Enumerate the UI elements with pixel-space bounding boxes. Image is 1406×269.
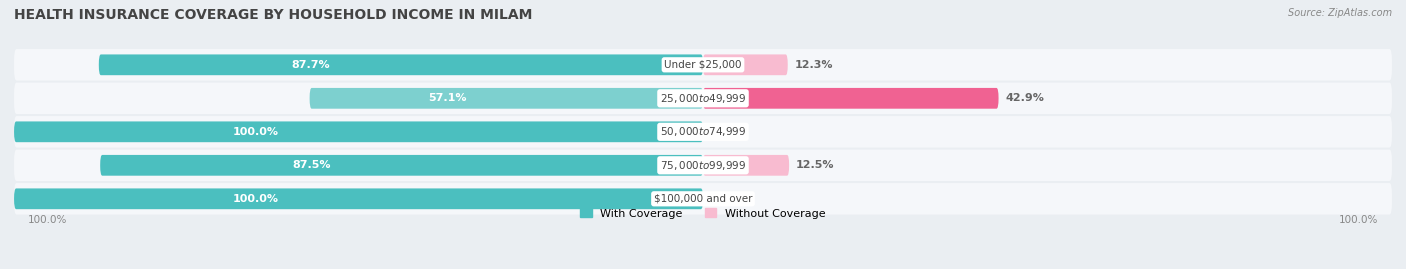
FancyBboxPatch shape bbox=[14, 83, 1392, 114]
Text: 87.5%: 87.5% bbox=[292, 160, 330, 170]
Text: HEALTH INSURANCE COVERAGE BY HOUSEHOLD INCOME IN MILAM: HEALTH INSURANCE COVERAGE BY HOUSEHOLD I… bbox=[14, 8, 533, 22]
FancyBboxPatch shape bbox=[703, 155, 789, 176]
FancyBboxPatch shape bbox=[703, 88, 998, 109]
Text: $75,000 to $99,999: $75,000 to $99,999 bbox=[659, 159, 747, 172]
Text: 12.3%: 12.3% bbox=[794, 60, 834, 70]
Text: $25,000 to $49,999: $25,000 to $49,999 bbox=[659, 92, 747, 105]
Text: $100,000 and over: $100,000 and over bbox=[654, 194, 752, 204]
FancyBboxPatch shape bbox=[100, 155, 703, 176]
FancyBboxPatch shape bbox=[14, 49, 1392, 80]
FancyBboxPatch shape bbox=[14, 188, 703, 209]
Text: Under $25,000: Under $25,000 bbox=[664, 60, 742, 70]
Text: 12.5%: 12.5% bbox=[796, 160, 835, 170]
Text: 0.0%: 0.0% bbox=[717, 127, 748, 137]
FancyBboxPatch shape bbox=[14, 150, 1392, 181]
FancyBboxPatch shape bbox=[703, 54, 787, 75]
Text: Source: ZipAtlas.com: Source: ZipAtlas.com bbox=[1288, 8, 1392, 18]
Text: 87.7%: 87.7% bbox=[291, 60, 329, 70]
Text: $50,000 to $74,999: $50,000 to $74,999 bbox=[659, 125, 747, 138]
Text: 42.9%: 42.9% bbox=[1005, 93, 1045, 103]
FancyBboxPatch shape bbox=[309, 88, 703, 109]
Text: 57.1%: 57.1% bbox=[427, 93, 467, 103]
Legend: With Coverage, Without Coverage: With Coverage, Without Coverage bbox=[581, 208, 825, 219]
Text: 0.0%: 0.0% bbox=[717, 194, 748, 204]
FancyBboxPatch shape bbox=[14, 116, 1392, 148]
FancyBboxPatch shape bbox=[14, 121, 703, 142]
Text: 100.0%: 100.0% bbox=[232, 194, 278, 204]
Text: 100.0%: 100.0% bbox=[1339, 215, 1378, 225]
FancyBboxPatch shape bbox=[14, 183, 1392, 215]
FancyBboxPatch shape bbox=[98, 54, 703, 75]
Text: 100.0%: 100.0% bbox=[232, 127, 278, 137]
Text: 100.0%: 100.0% bbox=[28, 215, 67, 225]
